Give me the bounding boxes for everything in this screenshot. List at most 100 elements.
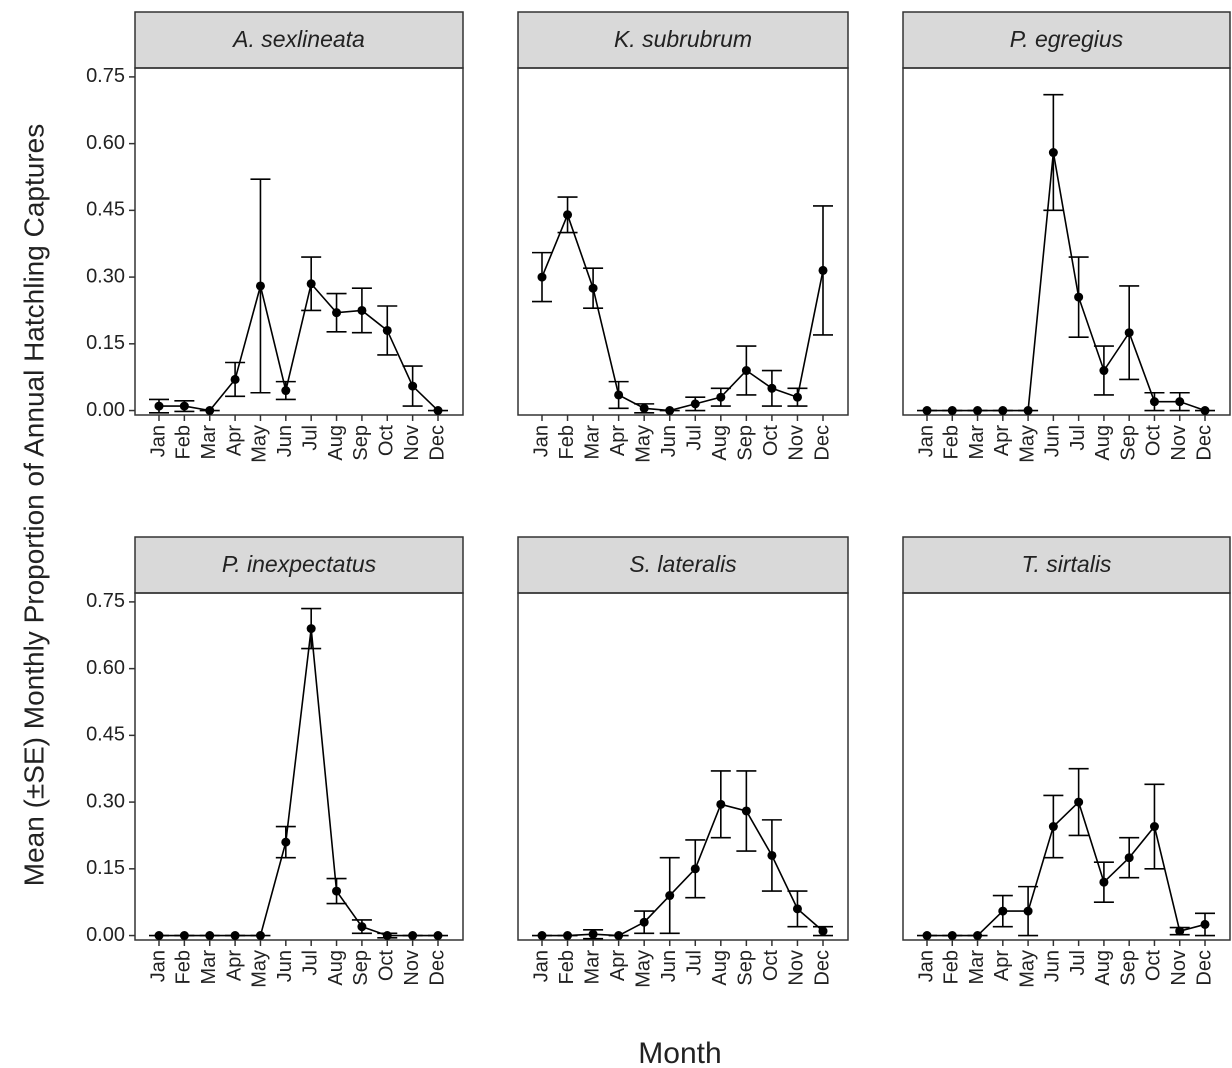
x-tick-label: Dec bbox=[426, 950, 448, 986]
x-tick-label: Nov bbox=[786, 425, 808, 461]
y-tick-label: 0.60 bbox=[86, 657, 125, 679]
x-tick-label: Jan bbox=[147, 950, 169, 982]
panel bbox=[134, 592, 464, 941]
point bbox=[563, 931, 573, 941]
point bbox=[179, 401, 189, 411]
x-tick-label: Sep bbox=[735, 950, 757, 986]
point bbox=[1124, 328, 1134, 338]
point bbox=[588, 929, 598, 939]
x-tick-label: Apr bbox=[607, 425, 629, 456]
point bbox=[357, 922, 367, 932]
x-tick-label: Feb bbox=[556, 950, 578, 984]
point bbox=[1200, 406, 1210, 416]
point bbox=[1149, 822, 1159, 832]
x-tick-label: Mar bbox=[966, 950, 988, 985]
x-tick-label: Jun bbox=[658, 950, 680, 982]
strip bbox=[134, 11, 464, 69]
x-tick-label: May bbox=[1016, 425, 1038, 463]
point bbox=[306, 279, 316, 289]
x-tick-label: Sep bbox=[350, 950, 372, 986]
x-tick-label: Feb bbox=[556, 425, 578, 459]
point bbox=[205, 406, 215, 416]
point bbox=[1175, 397, 1185, 407]
x-tick-label: Nov bbox=[401, 950, 423, 986]
y-tick-label: 0.30 bbox=[86, 790, 125, 812]
strip bbox=[517, 11, 849, 69]
x-tick-label: Dec bbox=[1193, 425, 1215, 461]
panel-title: T. sirtalis bbox=[1022, 551, 1112, 577]
x-tick-label: May bbox=[1016, 950, 1038, 988]
panel-title: P. egregius bbox=[1010, 26, 1124, 52]
x-tick-label: Dec bbox=[426, 425, 448, 461]
point bbox=[1074, 292, 1084, 302]
point bbox=[792, 904, 802, 914]
point bbox=[947, 406, 957, 416]
point bbox=[614, 390, 624, 400]
panel bbox=[517, 67, 849, 416]
point bbox=[665, 406, 675, 416]
x-tick-label: Jul bbox=[1067, 950, 1089, 976]
x-tick-label: Sep bbox=[735, 425, 757, 461]
point bbox=[614, 931, 624, 941]
point bbox=[154, 931, 164, 941]
point bbox=[563, 210, 573, 220]
point bbox=[1175, 926, 1185, 936]
point bbox=[433, 406, 443, 416]
x-tick-label: May bbox=[632, 425, 654, 463]
point bbox=[1149, 397, 1159, 407]
x-tick-label: Dec bbox=[1193, 950, 1215, 986]
point bbox=[537, 272, 547, 282]
x-tick-label: Feb bbox=[173, 425, 195, 459]
x-tick-label: Apr bbox=[991, 425, 1013, 456]
x-tick-label: Oct bbox=[760, 425, 782, 457]
point bbox=[973, 931, 983, 941]
point bbox=[767, 850, 777, 860]
point bbox=[255, 281, 265, 291]
x-tick-label: Feb bbox=[941, 425, 963, 459]
point bbox=[1048, 822, 1058, 832]
point bbox=[382, 325, 392, 335]
y-tick-label: 0.15 bbox=[86, 332, 125, 354]
line bbox=[927, 152, 1206, 412]
panel-title: S. lateralis bbox=[629, 551, 737, 577]
panel-title: A. sexlineata bbox=[231, 26, 365, 52]
point bbox=[1023, 906, 1033, 916]
x-tick-label: Aug bbox=[709, 425, 731, 461]
x-tick-label: Feb bbox=[941, 950, 963, 984]
x-tick-label: Jan bbox=[530, 425, 552, 457]
line bbox=[542, 803, 824, 937]
point bbox=[716, 799, 726, 809]
point bbox=[433, 931, 443, 941]
x-tick-label: Sep bbox=[1117, 950, 1139, 986]
y-tick-label: 0.60 bbox=[86, 132, 125, 154]
point bbox=[332, 886, 342, 896]
point bbox=[154, 401, 164, 411]
x-tick-label: Oct bbox=[376, 950, 398, 982]
strip bbox=[134, 536, 464, 594]
point bbox=[665, 891, 675, 901]
point bbox=[922, 406, 932, 416]
point bbox=[1023, 406, 1033, 416]
x-tick-label: Apr bbox=[223, 425, 245, 456]
y-tick-label: 0.00 bbox=[86, 399, 125, 421]
x-tick-label: Nov bbox=[1168, 425, 1190, 461]
x-tick-label: Dec bbox=[811, 425, 833, 461]
point bbox=[973, 406, 983, 416]
x-tick-label: Jun bbox=[1042, 950, 1064, 982]
x-tick-label: Apr bbox=[607, 950, 629, 981]
x-tick-label: Aug bbox=[325, 425, 347, 461]
x-tick-label: Jun bbox=[658, 425, 680, 457]
y-tick-label: 0.45 bbox=[86, 199, 125, 221]
y-tick-label: 0.75 bbox=[86, 590, 125, 612]
point bbox=[1099, 877, 1109, 887]
x-tick-label: Jul bbox=[684, 425, 706, 451]
x-tick-label: May bbox=[249, 425, 271, 463]
point bbox=[281, 386, 291, 396]
point bbox=[818, 265, 828, 275]
point bbox=[792, 392, 802, 402]
point bbox=[922, 931, 932, 941]
x-tick-label: Mar bbox=[966, 425, 988, 460]
point bbox=[741, 366, 751, 376]
x-tick-label: Sep bbox=[1117, 425, 1139, 461]
x-tick-label: Mar bbox=[198, 950, 220, 985]
